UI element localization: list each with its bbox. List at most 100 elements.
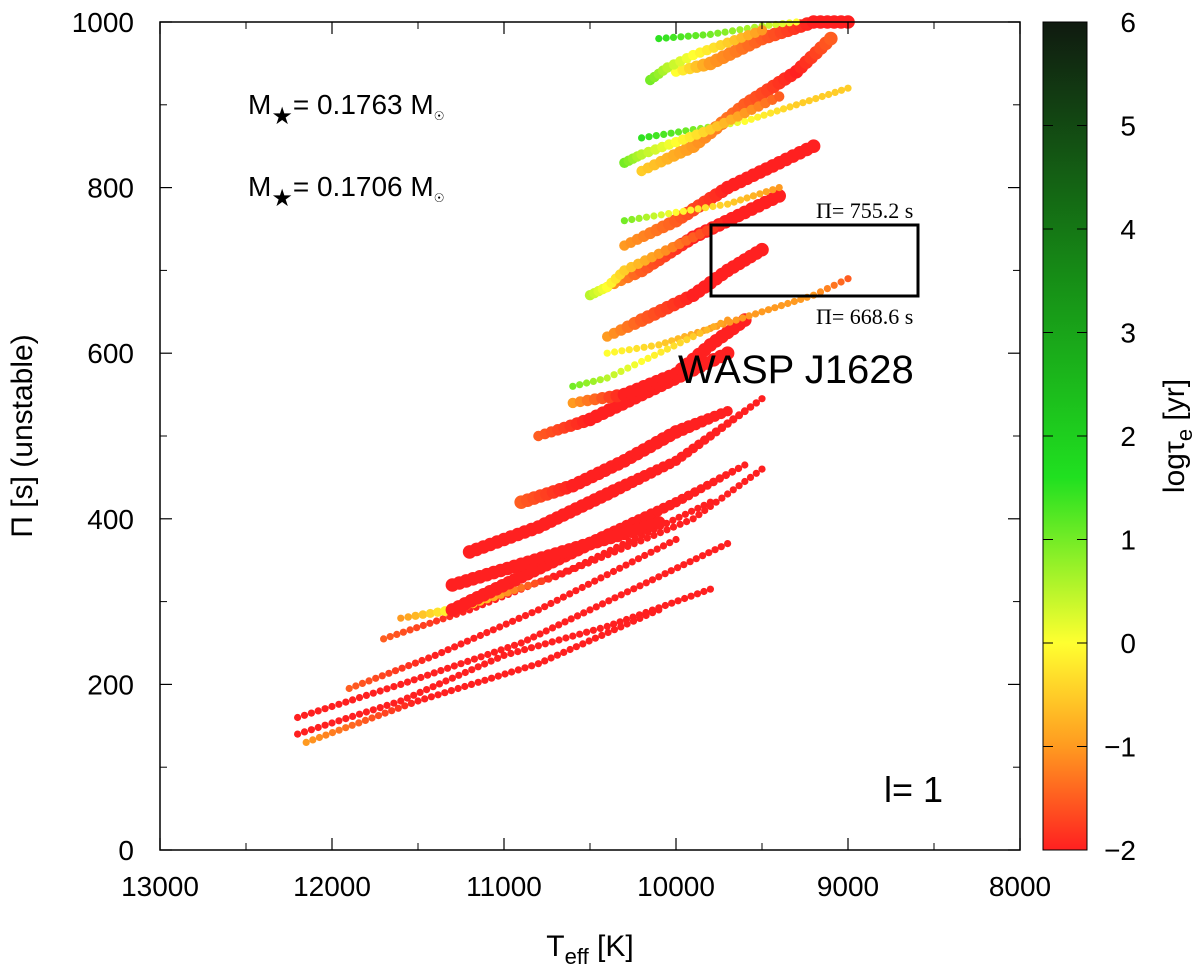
- data-point: [786, 103, 794, 111]
- data-point: [484, 650, 492, 659]
- data-point: [785, 19, 794, 27]
- data-point: [703, 326, 711, 334]
- data-point: [521, 646, 529, 654]
- data-point: [321, 721, 329, 729]
- data-point: [747, 115, 755, 123]
- data-point: [773, 107, 781, 115]
- data-point: [665, 210, 673, 218]
- data-point: [489, 626, 497, 634]
- data-point: [562, 634, 570, 642]
- data-point: [300, 728, 309, 736]
- data-point: [711, 546, 719, 554]
- data-point: [534, 606, 543, 614]
- data-point: [633, 344, 641, 353]
- data-point: [591, 634, 600, 642]
- data-point: [514, 666, 522, 674]
- y-tick-label: 1000: [72, 7, 134, 38]
- data-point: [494, 672, 502, 680]
- data-point: [683, 518, 691, 526]
- data-point: [650, 351, 659, 359]
- data-point: [723, 419, 732, 428]
- data-point: [555, 636, 563, 644]
- data-point: [611, 548, 619, 556]
- data-point: [772, 189, 786, 203]
- data-point: [547, 654, 555, 662]
- data-point: [376, 704, 384, 712]
- data-point: [771, 304, 779, 312]
- colorbar-title: logτe [yr]: [1158, 379, 1197, 493]
- data-point: [675, 513, 683, 521]
- data-point: [439, 615, 447, 623]
- data-point: [681, 594, 689, 603]
- data-point: [655, 606, 663, 614]
- data-point: [388, 707, 396, 715]
- data-point: [403, 694, 411, 702]
- data-point: [609, 567, 618, 576]
- data-point: [687, 206, 695, 214]
- data-point: [397, 680, 405, 689]
- data-point: [474, 678, 482, 686]
- data-point: [576, 381, 584, 389]
- data-point: [307, 709, 315, 717]
- data-point: [448, 674, 456, 682]
- data-point: [386, 633, 394, 641]
- data-point: [634, 555, 643, 563]
- data-point: [309, 736, 317, 744]
- data-point: [844, 275, 852, 283]
- data-point: [542, 627, 550, 635]
- data-point: [534, 642, 543, 650]
- x-tick-label: 9000: [817, 871, 879, 902]
- data-point: [508, 617, 517, 625]
- colorbar-tick-label: 0: [1120, 628, 1136, 659]
- data-point: [294, 730, 302, 738]
- data-point: [300, 711, 309, 719]
- data-point: [355, 719, 363, 727]
- data-point: [508, 668, 516, 676]
- data-point: [517, 639, 525, 647]
- data-point: [352, 682, 360, 690]
- data-point: [661, 570, 669, 578]
- data-point: [524, 581, 533, 590]
- data-point: [591, 556, 599, 564]
- data-point: [457, 660, 465, 668]
- data-point: [705, 549, 713, 557]
- y-tick-label: 800: [87, 173, 134, 204]
- data-point: [668, 599, 676, 607]
- data-point: [578, 562, 586, 570]
- data-point: [425, 608, 435, 618]
- data-point: [837, 278, 845, 286]
- data-point: [724, 540, 732, 548]
- data-point: [315, 733, 323, 742]
- data-point: [397, 697, 405, 705]
- data-point: [688, 507, 696, 515]
- data-point: [837, 86, 846, 94]
- data-point: [603, 571, 611, 579]
- data-point: [692, 31, 700, 40]
- data-point: [342, 715, 350, 723]
- data-point: [700, 501, 708, 509]
- data-point: [647, 548, 655, 556]
- data-point: [374, 712, 383, 720]
- data-point: [635, 214, 643, 222]
- data-point: [739, 314, 747, 322]
- data-point: [779, 20, 787, 28]
- data-point: [470, 655, 478, 663]
- data-point: [410, 676, 418, 684]
- data-point: [758, 308, 766, 316]
- data-point: [779, 105, 788, 113]
- data-point: [541, 657, 549, 665]
- data-point: [433, 607, 443, 617]
- x-tick-label: 10000: [637, 871, 715, 902]
- data-point: [604, 551, 612, 559]
- data-point: [680, 561, 688, 569]
- data-point: [501, 670, 509, 678]
- data-point: [355, 710, 364, 718]
- mass-annotation-1: M★= 0.1763 M☉: [248, 89, 444, 130]
- data-point: [687, 592, 695, 600]
- colorbar-tick-label: 2: [1120, 421, 1136, 452]
- data-point: [586, 606, 594, 614]
- data-point: [464, 657, 472, 666]
- x-tick-label: 12000: [293, 871, 371, 902]
- data-point: [769, 186, 777, 194]
- data-point: [521, 664, 529, 672]
